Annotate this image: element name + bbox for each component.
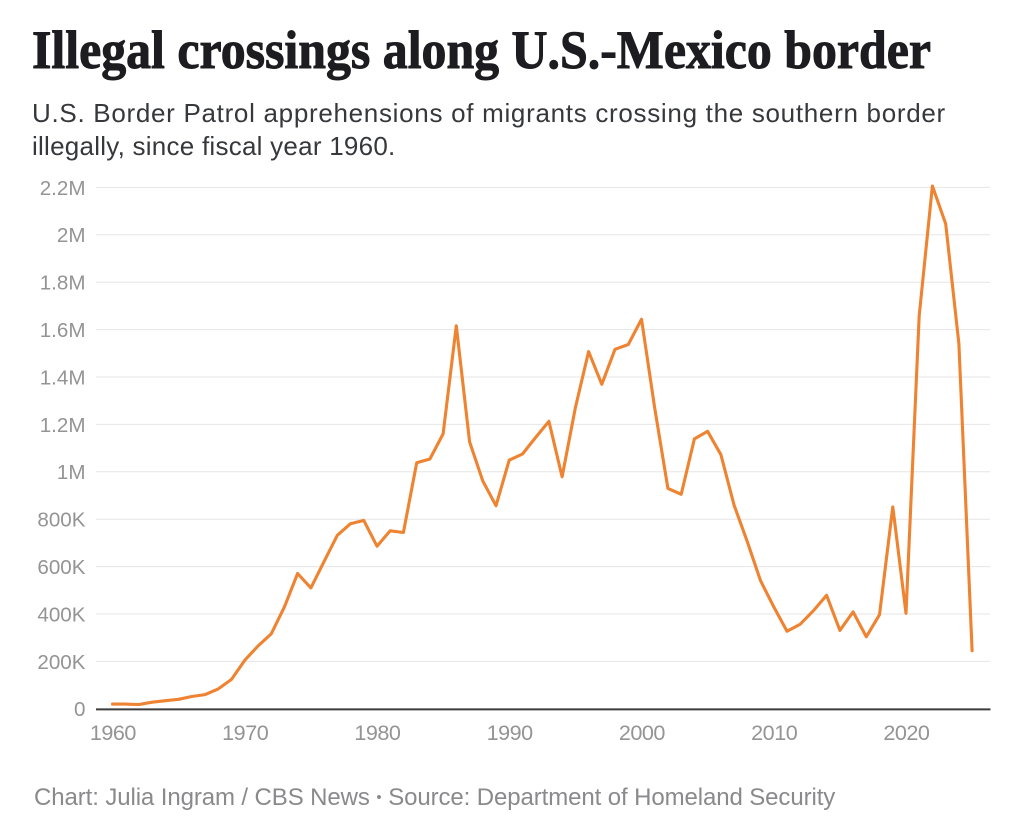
svg-text:1.6M: 1.6M xyxy=(40,319,86,342)
svg-text:1980: 1980 xyxy=(354,720,401,745)
svg-text:2010: 2010 xyxy=(751,720,798,745)
svg-text:1.8M: 1.8M xyxy=(40,272,86,295)
svg-text:1990: 1990 xyxy=(487,720,534,745)
svg-text:0: 0 xyxy=(74,698,85,721)
svg-text:200K: 200K xyxy=(37,651,85,674)
svg-text:1.4M: 1.4M xyxy=(40,366,86,389)
svg-text:1M: 1M xyxy=(57,461,86,484)
svg-text:800K: 800K xyxy=(37,509,85,532)
svg-text:1.2M: 1.2M xyxy=(40,414,86,437)
svg-text:2.2M: 2.2M xyxy=(40,177,86,200)
svg-text:2M: 2M xyxy=(57,224,86,247)
svg-text:1960: 1960 xyxy=(90,720,137,745)
svg-text:1970: 1970 xyxy=(222,720,269,745)
svg-text:2000: 2000 xyxy=(619,720,666,745)
svg-text:600K: 600K xyxy=(37,556,85,579)
svg-text:2020: 2020 xyxy=(883,720,930,745)
svg-text:400K: 400K xyxy=(37,603,85,626)
